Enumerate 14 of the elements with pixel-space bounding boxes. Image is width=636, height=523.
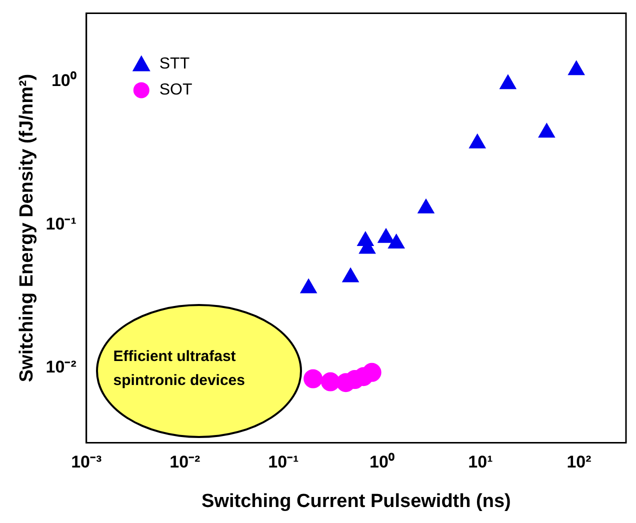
y-axis-title: Switching Energy Density (fJ/nm²) [16, 74, 38, 382]
x-tick-label: 10⁰ [369, 452, 394, 472]
legend-label: STT [159, 56, 190, 73]
y-tick-label: 10⁰ [51, 71, 76, 90]
x-axis-title: Switching Current Pulsewidth (ns) [202, 490, 511, 512]
x-tick-label: 10⁻³ [71, 452, 102, 472]
legend-label: SOT [159, 82, 192, 99]
x-tick-label: 10¹ [468, 452, 494, 472]
y-tick-label: 10⁻¹ [46, 214, 77, 234]
y-tick-label: 10⁻² [46, 358, 77, 377]
x-tick-label: 10⁻¹ [268, 452, 300, 472]
x-tick-label: 10² [566, 452, 592, 472]
annotation: Efficient ultrafast spintronic devices [113, 347, 246, 392]
x-tick-label: 10⁻² [170, 452, 201, 472]
